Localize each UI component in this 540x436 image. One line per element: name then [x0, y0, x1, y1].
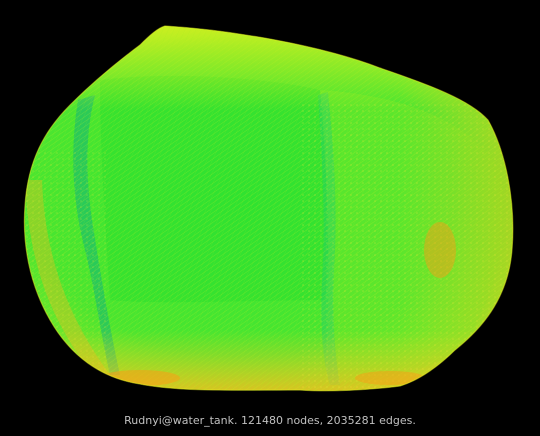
caption: Rudnyi@water_tank. 121480 nodes, 2035281… — [124, 414, 416, 427]
mesh-outline — [23, 25, 514, 392]
graph-visualization — [23, 25, 514, 392]
mesh-body — [24, 26, 513, 391]
